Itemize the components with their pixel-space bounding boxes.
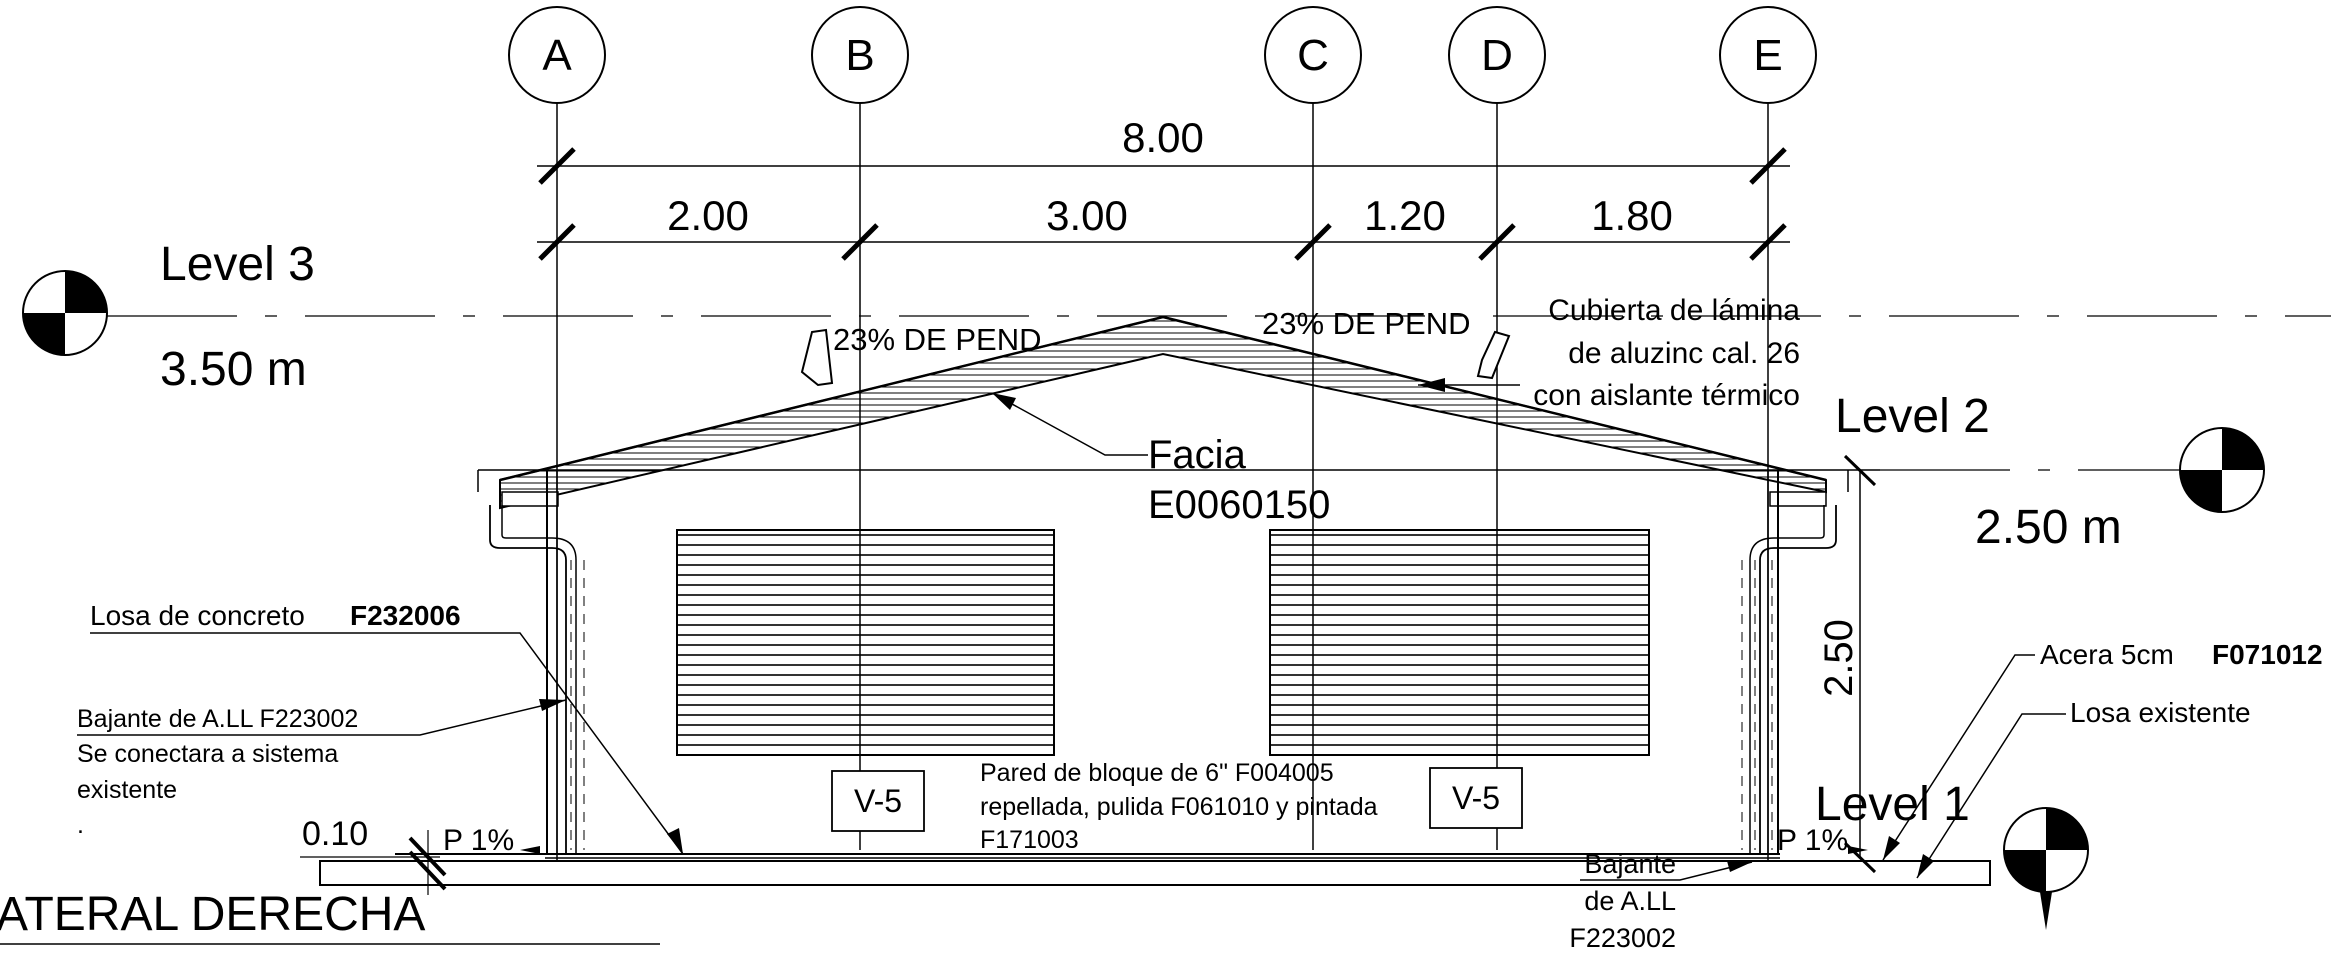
wall-note: Pared de bloque de 6" F004005 repellada,… xyxy=(980,759,1378,854)
downpipe-left-note: Bajante de A.LL F223002 Se conectara a s… xyxy=(77,699,567,839)
grid-bubble-b: B xyxy=(811,6,909,104)
window-tag-right-label: V-5 xyxy=(1452,780,1500,816)
wall-note-line-3: F171003 xyxy=(980,826,1079,854)
downpipe-right-note: Bajante de A.LL F223002 xyxy=(1569,849,1753,953)
level-3-marker: Level 3 3.50 m xyxy=(22,238,2331,396)
level-3-name: Level 3 xyxy=(160,238,315,291)
dimension-segment-1: 2.00 xyxy=(667,192,749,239)
level-3-elevation: 3.50 m xyxy=(160,343,307,396)
dimension-base: 0.10 xyxy=(300,815,447,895)
downpipe-left-line-1: Bajante de A.LL F223002 xyxy=(77,705,358,733)
grid-bubble-c: C xyxy=(1264,6,1362,104)
downpipe-left-line-2: Se conectara a sistema xyxy=(77,740,338,768)
level-1-name: Level 1 xyxy=(1815,778,1970,831)
wall-right xyxy=(1767,470,1779,855)
dimension-segment-4: 1.80 xyxy=(1591,192,1673,239)
dimension-segment-3: 1.20 xyxy=(1364,192,1446,239)
downpipe-left-drawing xyxy=(489,505,585,855)
slope-right: 23% DE PEND xyxy=(1262,306,1511,380)
grid-label-b: B xyxy=(845,31,874,80)
floor-slope-left: P 1% xyxy=(443,824,514,857)
level-2-elevation: 2.50 m xyxy=(1975,501,2122,554)
sidewalk-note-code: F071012 xyxy=(2212,639,2323,670)
existing-slab-note: Losa existente xyxy=(1916,697,2251,879)
sidewalk-note-text: Acera 5cm xyxy=(2040,639,2174,670)
downpipe-left-line-3: existente xyxy=(77,776,177,804)
roof-note: Cubierta de lámina de aluzinc cal. 26 co… xyxy=(1418,294,1800,412)
downpipe-left-line-4: . xyxy=(77,811,84,839)
window-tag-left: V-5 xyxy=(831,770,925,832)
wall-note-line-1: Pared de bloque de 6" F004005 xyxy=(980,759,1334,787)
window-right xyxy=(1269,529,1650,756)
grid-label-c: C xyxy=(1297,31,1329,80)
window-tag-right: V-5 xyxy=(1429,767,1523,829)
facia-label: Facia xyxy=(1148,433,1247,477)
floor-slab xyxy=(319,853,1991,886)
grid-label-d: D xyxy=(1481,31,1513,80)
grid-label-e: E xyxy=(1753,31,1782,80)
downpipe-right-line-1: Bajante xyxy=(1584,849,1676,879)
slope-right-label: 23% DE PEND xyxy=(1262,306,1470,341)
existing-slab-text: Losa existente xyxy=(2070,697,2251,728)
downpipe-right-drawing xyxy=(1741,505,1837,855)
slab-note-text: Losa de concreto xyxy=(90,600,305,631)
sidewalk-note: Acera 5cm F071012 xyxy=(1882,639,2323,861)
grid-bubble-d: D xyxy=(1448,6,1546,104)
window-tag-left-label: V-5 xyxy=(854,783,902,819)
window-left xyxy=(676,529,1055,756)
slope-left: 23% DE PEND xyxy=(800,322,1041,387)
dimension-height-value: 2.50 xyxy=(1817,619,1861,697)
dimension-segment-2: 3.00 xyxy=(1046,192,1128,239)
roof xyxy=(477,315,1849,510)
downpipe-right-line-2: de A.LL xyxy=(1584,886,1676,916)
grid-bubble-a: A xyxy=(508,6,606,104)
facia-note: Facia E0060150 xyxy=(991,392,1330,527)
floor-slope-right: P 1% xyxy=(1777,824,1848,857)
level-2-name: Level 2 xyxy=(1835,390,1990,443)
roof-note-line-3: con aislante térmico xyxy=(1533,379,1800,412)
roof-note-line-1: Cubierta de lámina xyxy=(1548,294,1800,327)
grid-bubble-e: E xyxy=(1719,6,1817,104)
dimension-overall: 8.00 xyxy=(537,114,1790,185)
wall-note-line-2: repellada, pulida F061010 y pintada xyxy=(980,793,1378,821)
level-2-marker: Level 2 2.50 m xyxy=(1835,390,2265,554)
facia-code: E0060150 xyxy=(1148,483,1330,527)
dimension-height: 2.50 xyxy=(1817,454,1880,874)
roof-note-line-2: de aluzinc cal. 26 xyxy=(1568,337,1800,370)
grid-label-a: A xyxy=(542,31,572,80)
dimension-segments: 2.00 3.00 1.20 1.80 xyxy=(537,192,1790,261)
level-1-marker: Level 1 xyxy=(1815,778,2089,930)
slab-note: Losa de concreto F232006 xyxy=(90,600,684,855)
drawing-title: ATERAL DERECHA xyxy=(0,888,660,945)
dimension-base-value: 0.10 xyxy=(302,815,368,853)
downpipe-right-line-3: F223002 xyxy=(1569,923,1676,953)
dimension-overall-value: 8.00 xyxy=(1122,114,1204,161)
wall-left xyxy=(546,470,558,855)
slope-left-label: 23% DE PEND xyxy=(833,322,1041,357)
drawing-title-text: ATERAL DERECHA xyxy=(0,888,425,941)
slab-note-code: F232006 xyxy=(350,600,461,631)
